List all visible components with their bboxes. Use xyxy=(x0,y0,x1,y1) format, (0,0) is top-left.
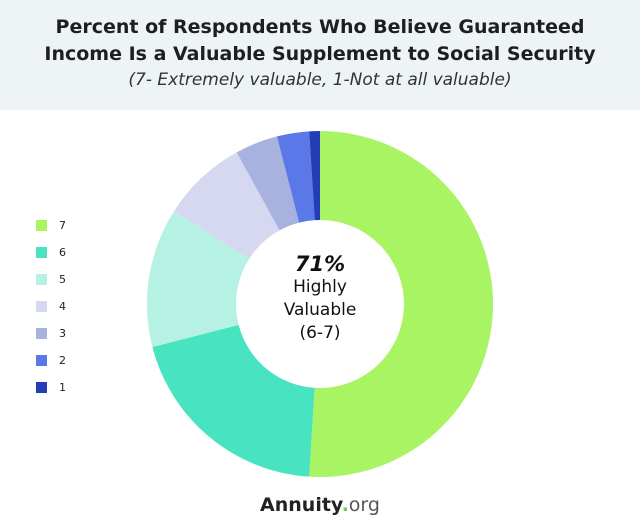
legend-label: 3 xyxy=(59,327,66,340)
center-line: (6-7) xyxy=(299,323,341,343)
legend-item-4: 4 xyxy=(36,293,66,320)
donut-slice-6 xyxy=(152,324,315,477)
legend-item-1: 1 xyxy=(36,374,66,401)
donut-slice-1 xyxy=(309,131,320,221)
logo-name: Annuity xyxy=(260,494,342,516)
legend-label: 4 xyxy=(59,300,66,313)
legend: 7 6 5 4 3 2 1 xyxy=(36,212,66,401)
donut-slice-4 xyxy=(173,152,280,259)
legend-item-3: 3 xyxy=(36,320,66,347)
donut-slice-5 xyxy=(147,211,250,348)
legend-swatch xyxy=(36,355,47,366)
annuity-logo: Annuity.org xyxy=(0,494,640,516)
legend-item-2: 2 xyxy=(36,347,66,374)
legend-swatch xyxy=(36,220,47,231)
legend-label: 7 xyxy=(59,219,66,232)
center-label: 71% Highly Valuable (6-7) xyxy=(240,252,400,345)
legend-label: 6 xyxy=(59,246,66,259)
legend-item-6: 6 xyxy=(36,239,66,266)
chart-header: Percent of Respondents Who Believe Guara… xyxy=(0,0,640,110)
title-line: Income Is a Valuable Supplement to Socia… xyxy=(44,43,596,65)
chart-title: Percent of Respondents Who Believe Guara… xyxy=(0,14,640,68)
legend-item-7: 7 xyxy=(36,212,66,239)
center-line: Highly xyxy=(293,277,347,297)
legend-label: 1 xyxy=(59,381,66,394)
legend-swatch xyxy=(36,328,47,339)
logo-dot: . xyxy=(341,494,349,516)
legend-label: 2 xyxy=(59,354,66,367)
legend-swatch xyxy=(36,382,47,393)
center-line: Valuable xyxy=(283,300,357,320)
title-line: Percent of Respondents Who Believe Guara… xyxy=(55,16,585,38)
chart-subtitle: (7- Extremely valuable, 1-Not at all val… xyxy=(128,70,512,90)
legend-item-5: 5 xyxy=(36,266,66,293)
donut-slice-2 xyxy=(276,131,315,223)
legend-swatch xyxy=(36,247,47,258)
legend-label: 5 xyxy=(59,273,66,286)
donut-slice-7 xyxy=(309,131,494,477)
legend-swatch xyxy=(36,301,47,312)
legend-swatch xyxy=(36,274,47,285)
logo-suffix: org xyxy=(348,494,380,516)
center-value: 71% xyxy=(294,252,346,276)
donut-slice-3 xyxy=(236,136,300,231)
